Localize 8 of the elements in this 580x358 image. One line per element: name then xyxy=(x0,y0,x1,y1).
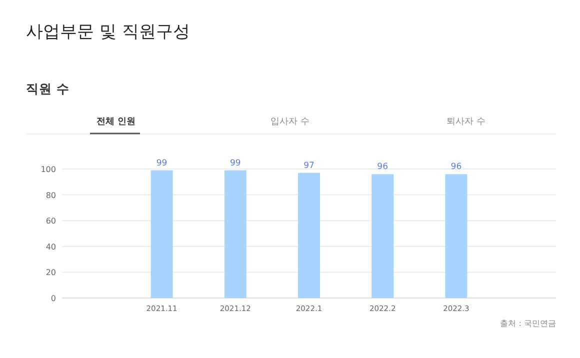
subtitle: 직원 수 xyxy=(26,81,70,96)
y-tick-label: 80 xyxy=(46,190,56,200)
y-tick-label: 20 xyxy=(46,268,56,278)
title: 사업부문 및 직원구성 xyxy=(26,22,190,42)
y-tick-label: 40 xyxy=(46,242,56,252)
y-tick-label: 60 xyxy=(46,216,56,226)
y-tick-label: 100 xyxy=(40,165,56,174)
y-tick-label: 0 xyxy=(50,294,56,303)
